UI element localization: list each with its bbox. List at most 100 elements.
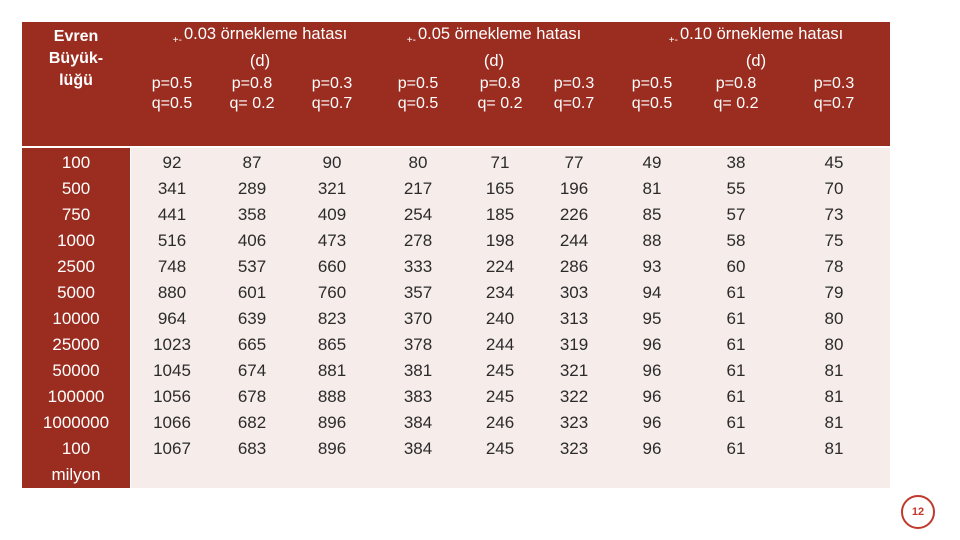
row-label-100: 100 bbox=[61, 153, 91, 172]
row-label-10000: 10000 bbox=[52, 309, 100, 328]
table-cell: 60 bbox=[726, 257, 746, 276]
table-cell: 370 bbox=[403, 309, 433, 328]
row-label-25000: 25000 bbox=[52, 335, 100, 354]
table-cell: 240 bbox=[485, 309, 515, 328]
table-cell: 286 bbox=[559, 257, 589, 276]
data-column-4: 80 217 254 278 333 357 370 378 381 383 384 384 bbox=[376, 150, 460, 462]
table-cell: 289 bbox=[237, 179, 267, 198]
table-cell: 406 bbox=[237, 231, 267, 250]
table-cell: 198 bbox=[485, 231, 515, 250]
table-cell: 384 bbox=[403, 439, 433, 458]
data-column-3: 90 321 409 473 660 760 823 865 881 888 896 896 bbox=[290, 150, 374, 462]
group-unit: (d) bbox=[249, 52, 271, 70]
table-cell: 77 bbox=[564, 153, 584, 172]
subcol-header-9: p=0.3 q=0.7 bbox=[813, 75, 855, 112]
subcol-header-7: p=0.5 q=0.5 bbox=[631, 75, 673, 112]
table-cell: 245 bbox=[485, 387, 515, 406]
table-cell: 92 bbox=[162, 153, 182, 172]
table-cell: 319 bbox=[559, 335, 589, 354]
table-cell: 55 bbox=[726, 179, 746, 198]
table-cell: 683 bbox=[237, 439, 267, 458]
table-cell: 95 bbox=[642, 309, 662, 328]
table-cell: 224 bbox=[485, 257, 515, 276]
table-cell: 246 bbox=[485, 413, 515, 432]
table-cell: 748 bbox=[157, 257, 187, 276]
table-cell: 1056 bbox=[153, 387, 191, 406]
table-cell: 165 bbox=[485, 179, 515, 198]
table-cell: 278 bbox=[403, 231, 433, 250]
subcol-header-2: p=0.8 q= 0.2 bbox=[229, 75, 275, 112]
table-cell: 254 bbox=[403, 205, 433, 224]
table-cell: 323 bbox=[559, 439, 589, 458]
table-cell: 516 bbox=[157, 231, 187, 250]
table-cell: 80 bbox=[408, 153, 428, 172]
table-cell: 80 bbox=[824, 309, 844, 328]
table-cell: 217 bbox=[403, 179, 433, 198]
table-cell: 94 bbox=[642, 283, 662, 302]
table-cell: 45 bbox=[824, 153, 844, 172]
table-cell: 322 bbox=[559, 387, 589, 406]
group-title-010: +- 0.10 örnekleme hatası (d) bbox=[622, 24, 890, 72]
subcol-header-5: p=0.8 q= 0.2 bbox=[477, 75, 523, 112]
table-cell: 196 bbox=[559, 179, 589, 198]
table-cell: 313 bbox=[559, 309, 589, 328]
table-cell: 760 bbox=[317, 283, 347, 302]
row-label-milyon: milyon bbox=[51, 465, 101, 484]
sample-size-table: Evren Büyük- lüğü +- 0.03 örnekleme hatas… bbox=[22, 22, 890, 488]
row-label-column bbox=[22, 148, 130, 488]
subcol-header-1: p=0.5 q=0.5 bbox=[151, 75, 193, 112]
table-cell: 61 bbox=[726, 413, 746, 432]
data-column-1: 92 341 441 516 748 880 964 1023 1045 1056 1066 1067 bbox=[130, 150, 214, 462]
row-label-1000: 1000 bbox=[57, 231, 95, 250]
table-cell: 61 bbox=[726, 439, 746, 458]
table-cell: 61 bbox=[726, 309, 746, 328]
table-cell: 678 bbox=[237, 387, 267, 406]
table-cell: 323 bbox=[559, 413, 589, 432]
table-cell: 96 bbox=[642, 335, 662, 354]
table-cell: 96 bbox=[642, 439, 662, 458]
row-label-5000: 5000 bbox=[57, 283, 95, 302]
subcol-header-3: p=0.3 q=0.7 bbox=[311, 75, 353, 112]
row-label-100-milyon: 100 bbox=[61, 439, 91, 458]
table-cell: 78 bbox=[824, 257, 844, 276]
data-column-7: 49 81 85 88 93 94 95 96 96 96 96 96 bbox=[610, 150, 694, 462]
table-cell: 384 bbox=[403, 413, 433, 432]
table-cell: 333 bbox=[403, 257, 433, 276]
table-cell: 896 bbox=[317, 413, 347, 432]
table-cell: 358 bbox=[237, 205, 267, 224]
table-cell: 226 bbox=[559, 205, 589, 224]
plus-minus-sign: +- bbox=[668, 35, 678, 46]
group-title-text: 0.03 örnekleme hatası bbox=[183, 25, 348, 43]
table-cell: 85 bbox=[642, 205, 662, 224]
row-label-100000: 100000 bbox=[47, 387, 105, 406]
table-cell: 473 bbox=[317, 231, 347, 250]
table-cell: 244 bbox=[485, 335, 515, 354]
table-cell: 245 bbox=[485, 361, 515, 380]
table-cell: 357 bbox=[403, 283, 433, 302]
table-cell: 865 bbox=[317, 335, 347, 354]
table-cell: 639 bbox=[237, 309, 267, 328]
table-cell: 303 bbox=[559, 283, 589, 302]
plus-minus-sign: +- bbox=[172, 35, 182, 46]
table-cell: 1045 bbox=[153, 361, 191, 380]
row-label-500: 500 bbox=[61, 179, 91, 198]
table-cell: 80 bbox=[824, 335, 844, 354]
data-column-9: 45 70 73 75 78 79 80 80 81 81 81 81 bbox=[786, 150, 882, 462]
row-label-1000000: 1000000 bbox=[42, 413, 110, 432]
table-cell: 81 bbox=[642, 179, 662, 198]
table-cell: 601 bbox=[237, 283, 267, 302]
corner-line-2: Büyük- bbox=[48, 50, 104, 67]
table-cell: 383 bbox=[403, 387, 433, 406]
table-cell: 96 bbox=[642, 361, 662, 380]
group-title-005: +- 0.05 örnekleme hatası (d) bbox=[374, 24, 614, 72]
table-cell: 57 bbox=[726, 205, 746, 224]
table-cell: 1023 bbox=[153, 335, 191, 354]
table-cell: 1066 bbox=[153, 413, 191, 432]
corner-header: Evren Büyük- lüğü bbox=[22, 26, 130, 92]
header-band bbox=[22, 22, 890, 146]
data-column-6: 77 196 226 244 286 303 313 319 321 322 323 323 bbox=[532, 150, 616, 462]
table-cell: 81 bbox=[824, 413, 844, 432]
table-cell: 58 bbox=[726, 231, 746, 250]
row-label-2500: 2500 bbox=[57, 257, 95, 276]
table-cell: 537 bbox=[237, 257, 267, 276]
